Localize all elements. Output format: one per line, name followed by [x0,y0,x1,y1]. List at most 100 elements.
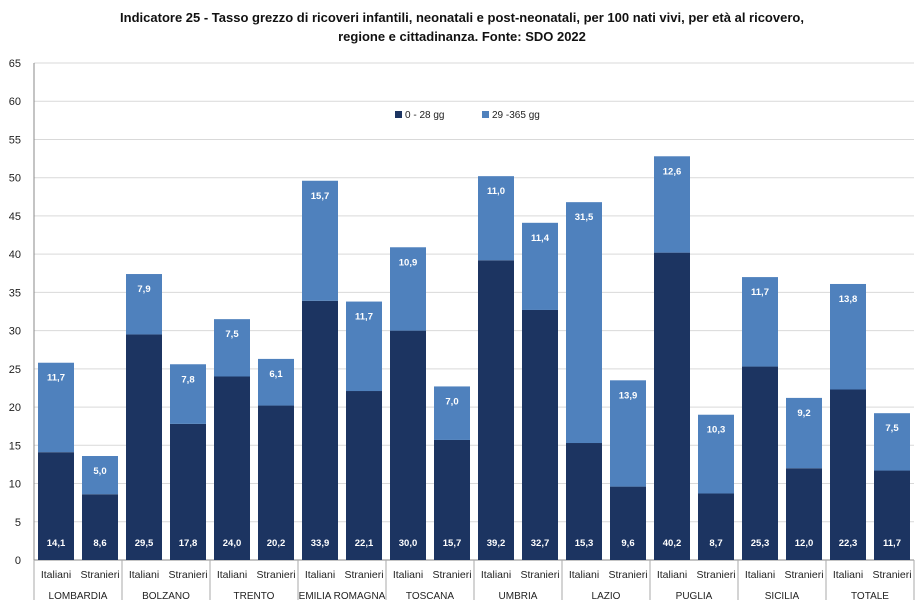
group-label: BOLZANO [142,591,190,600]
data-label: 11,7 [47,373,65,384]
legend-swatch [482,111,489,118]
group-label: UMBRIA [499,591,538,600]
bar-segment [830,389,866,560]
bar-segment [126,274,162,335]
bar-segment [82,456,118,495]
x-tick-label: Stranieri [80,569,119,581]
legend-label: 29 -365 gg [492,110,540,121]
data-label: 11,7 [355,312,373,323]
x-tick-label: Stranieri [608,569,647,581]
y-tick-label: 45 [9,211,21,223]
data-label: 15,7 [311,191,330,202]
group-label: TOTALE [851,591,889,600]
bar-segment [742,277,778,367]
bar-segment [258,358,294,406]
bar-segment [390,247,426,331]
x-tick-label: Italiani [657,569,687,581]
data-label: 5,0 [93,466,106,477]
bar-segment [610,380,646,487]
data-label: 24,0 [223,538,242,549]
data-label: 11,4 [531,233,550,244]
data-label: 40,2 [663,538,682,549]
data-label: 13,8 [839,294,858,305]
bar-segment [346,301,382,392]
bar-segment [874,413,910,471]
y-tick-label: 15 [9,440,21,452]
bar-segment [258,405,294,560]
data-label: 13,9 [619,390,638,401]
group-label: LOMBARDIA [49,591,108,600]
data-label: 14,1 [47,538,66,549]
x-tick-label: Stranieri [344,569,383,581]
bar-segment [170,364,206,424]
x-tick-label: Stranieri [696,569,735,581]
data-label: 22,3 [839,538,858,549]
bar-segment [434,386,470,440]
x-tick-label: Stranieri [168,569,207,581]
bar-segment [654,252,690,560]
data-label: 9,2 [797,408,810,419]
data-label: 11,7 [751,287,769,298]
data-label: 11,7 [883,538,901,549]
x-tick-label: Stranieri [784,569,823,581]
group-label: TOSCANA [406,591,454,600]
data-label: 7,8 [181,374,194,385]
bar-segment [786,397,822,469]
x-tick-label: Italiani [217,569,247,581]
group-label: TRENTO [234,591,275,600]
y-tick-label: 20 [9,402,21,414]
bar-segment [566,443,602,560]
bar-segment [170,423,206,560]
y-tick-label: 25 [9,364,21,376]
data-label: 39,2 [487,538,506,549]
data-label: 7,0 [445,396,458,407]
data-label: 22,1 [355,538,374,549]
data-label: 9,6 [621,538,634,549]
bar-segment [830,283,866,390]
bar-segment [522,309,558,560]
bar-segment [434,439,470,560]
x-tick-label: Stranieri [256,569,295,581]
data-label: 25,3 [751,538,770,549]
data-label: 20,2 [267,538,286,549]
data-label: 8,7 [709,538,722,549]
x-tick-label: Italiani [129,569,159,581]
chart-title: Indicatore 25 - Tasso grezzo di ricoveri… [0,8,924,46]
y-tick-label: 5 [15,517,21,529]
bar-segment [786,468,822,560]
x-tick-label: Italiani [569,569,599,581]
data-label: 10,3 [707,425,726,436]
bar-segment [126,334,162,560]
data-label: 15,3 [575,538,594,549]
bar-segment [478,260,514,560]
x-tick-label: Stranieri [872,569,911,581]
x-tick-label: Italiani [305,569,335,581]
legend-label: 0 - 28 gg [405,110,444,121]
x-tick-label: Italiani [41,569,71,581]
y-tick-label: 0 [15,555,21,567]
data-label: 30,0 [399,538,418,549]
x-tick-label: Italiani [833,569,863,581]
bar-segment [698,493,734,560]
y-tick-label: 40 [9,249,21,261]
bar-segment [214,319,250,377]
data-label: 6,1 [269,369,283,380]
bar-segment [742,366,778,560]
y-tick-label: 55 [9,134,21,146]
data-label: 7,5 [225,329,239,340]
data-label: 7,5 [885,423,899,434]
legend-swatch [395,111,402,118]
x-tick-label: Stranieri [520,569,559,581]
bar-segment [82,494,118,560]
y-tick-label: 35 [9,287,21,299]
data-label: 11,0 [487,186,505,197]
chart-title-line-2: regione e cittadinanza. Fonte: SDO 2022 [338,29,586,44]
x-tick-label: Italiani [481,569,511,581]
x-tick-label: Italiani [393,569,423,581]
bar-segment [302,180,338,301]
group-label: SICILIA [765,591,800,600]
data-label: 8,6 [93,538,106,549]
y-tick-label: 10 [9,479,21,491]
bar-segment [522,222,558,310]
data-label: 12,6 [663,166,682,177]
